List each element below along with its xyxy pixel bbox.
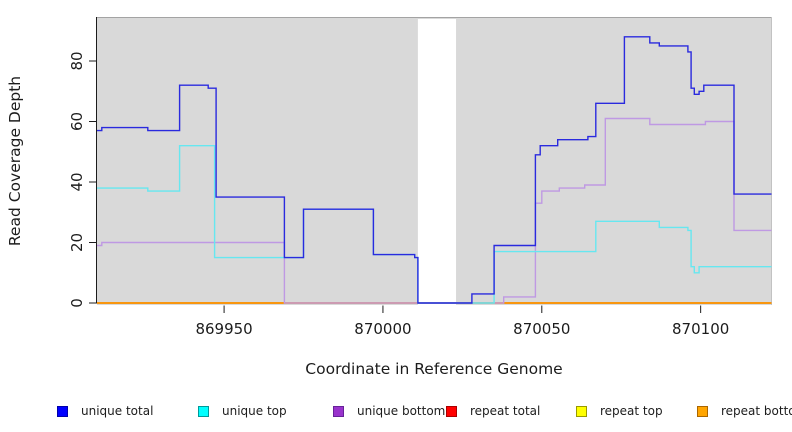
x-tick-label: 870050 — [513, 320, 570, 338]
y-tick-label: 0 — [68, 298, 86, 308]
legend-label: unique bottom — [357, 404, 446, 418]
x-tick-label: 870000 — [354, 320, 411, 338]
legend-item-repeat-total: repeat total — [446, 404, 540, 418]
legend-item-unique-top: unique top — [198, 404, 287, 418]
legend-swatch-repeat-total — [446, 405, 457, 417]
legend-item-repeat-top: repeat top — [576, 404, 663, 418]
masked-region — [417, 19, 457, 305]
legend-item-unique-total: unique total — [57, 404, 153, 418]
legend-label: repeat bottom — [721, 404, 792, 418]
legend-label: unique total — [81, 404, 154, 418]
legend-swatch-repeat-top — [576, 405, 587, 417]
legend-label: unique top — [222, 404, 287, 418]
y-axis-title: Read Coverage Depth — [6, 76, 24, 246]
legend-label: repeat top — [600, 404, 663, 418]
y-tick-label: 20 — [68, 233, 86, 252]
series-line-unique-bottom — [97, 117, 772, 304]
legend-swatch-unique-bottom — [333, 405, 344, 417]
legend-label: repeat total — [470, 404, 541, 418]
legend-item-repeat-bottom: repeat bottom — [697, 404, 792, 418]
x-axis-title: Coordinate in Reference Genome — [305, 360, 562, 378]
legend-item-unique-bottom: unique bottom — [333, 404, 445, 418]
legend-swatch-unique-top — [198, 405, 209, 417]
series-line-unique-total — [97, 36, 772, 304]
y-tick-label: 40 — [68, 172, 86, 191]
legend-swatch-unique-total — [57, 405, 68, 417]
y-tick-label: 80 — [68, 51, 86, 70]
legend-swatch-repeat-bottom — [697, 405, 708, 417]
x-tick-label: 870100 — [672, 320, 729, 338]
y-tick-label: 60 — [68, 112, 86, 131]
x-tick-label: 869950 — [195, 320, 252, 338]
